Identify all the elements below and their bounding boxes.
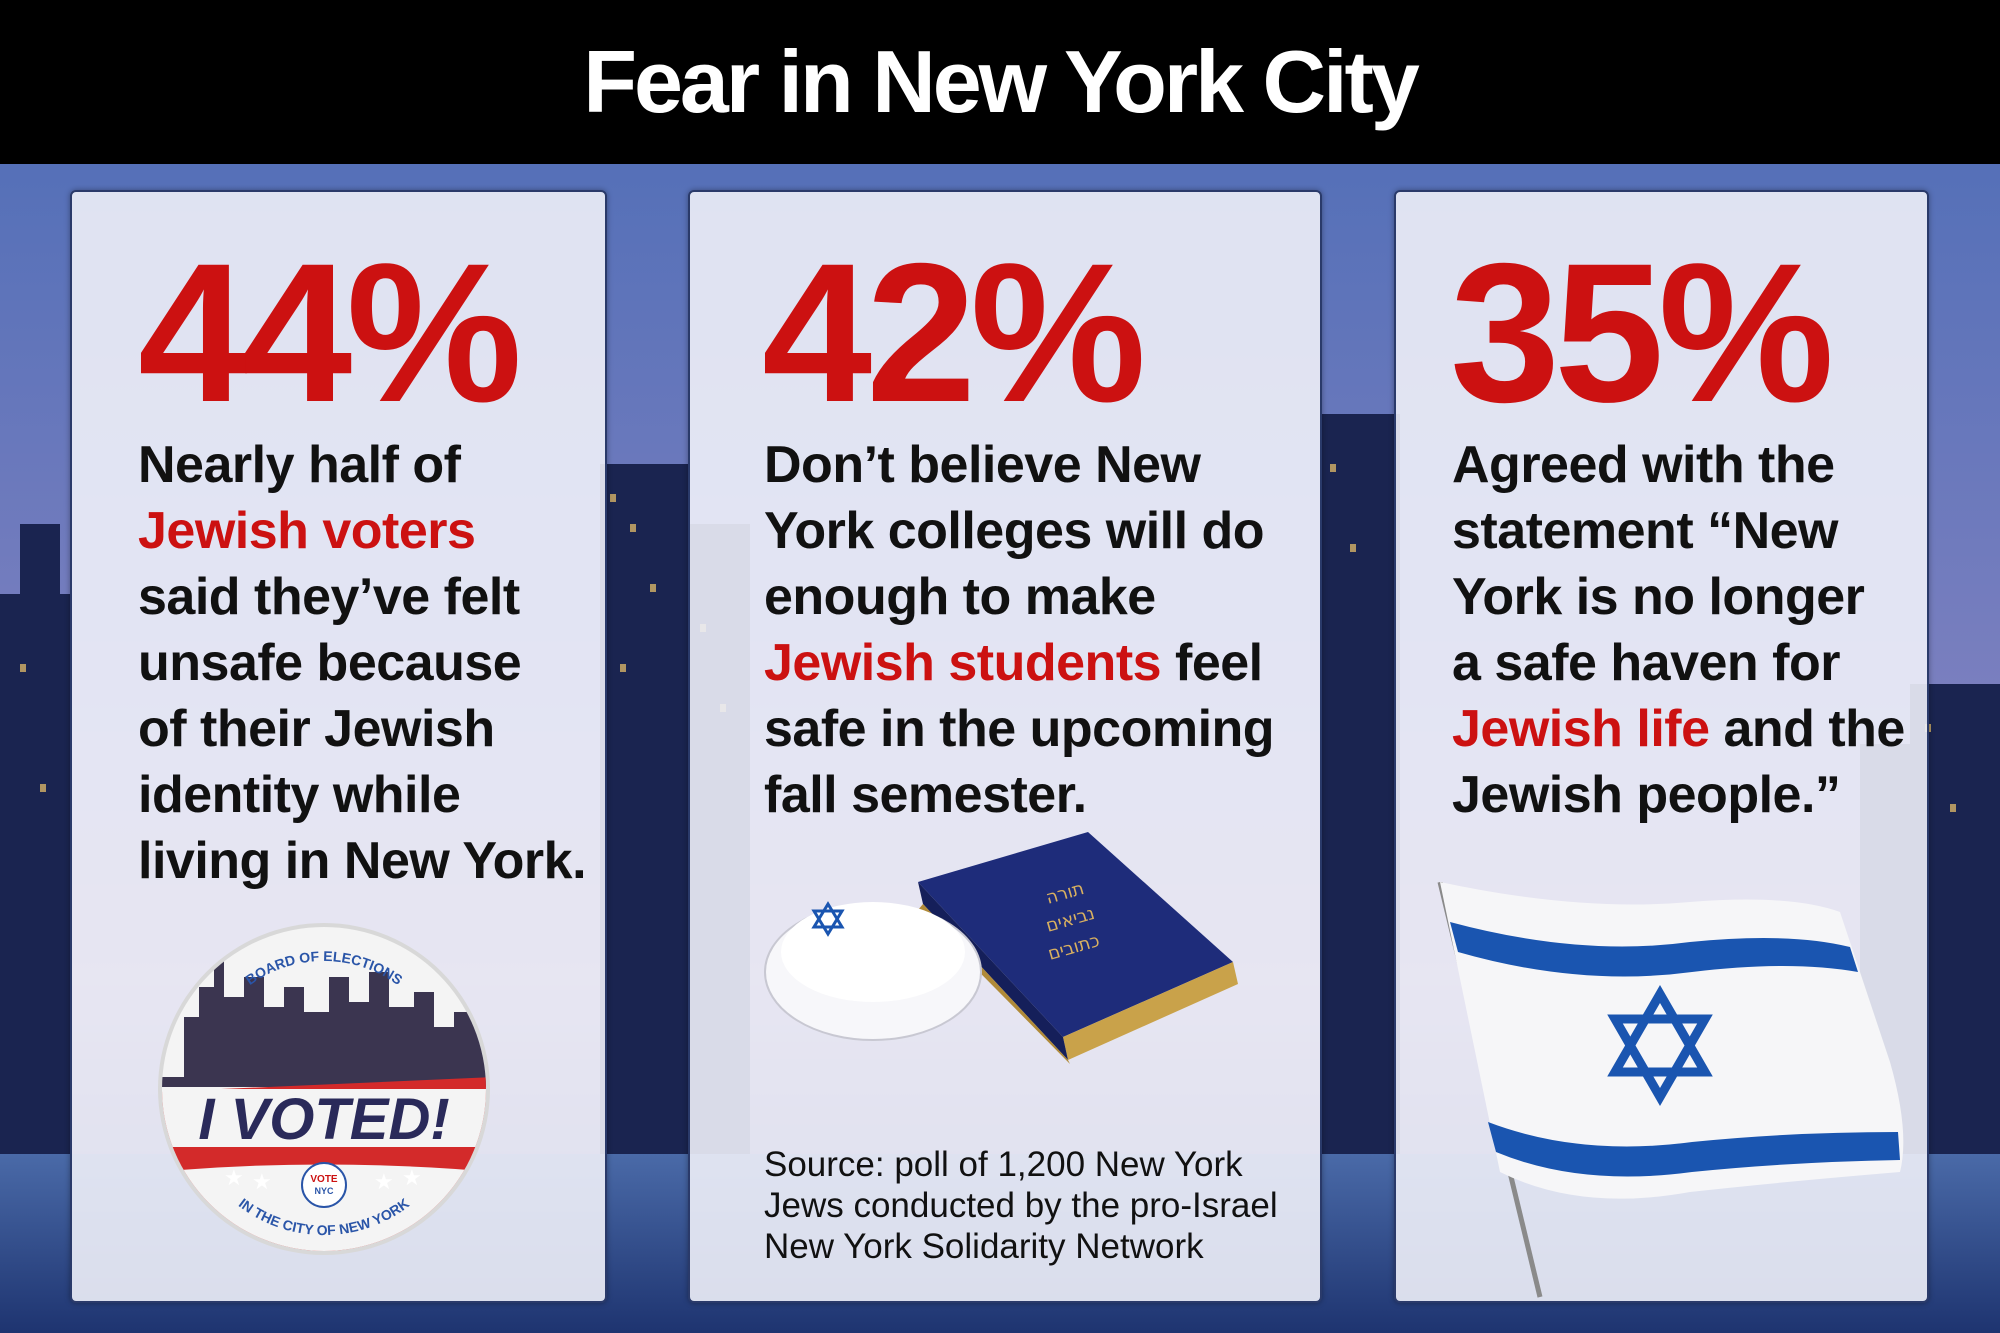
source-note: Source: poll of 1,200 New York Jews cond… (764, 1144, 1284, 1267)
text-line: statement “New (1452, 502, 1838, 560)
svg-text:★: ★ (402, 1165, 422, 1190)
text-line: Don’t believe New (764, 436, 1201, 494)
source-line: Source: poll of 1,200 New York (764, 1145, 1243, 1184)
text-fragment: feel (1161, 634, 1263, 692)
i-voted-sticker-icon: I VOTED! ★ ★ ★ ★ VOTE NYC BOARD OF ELECTION… (158, 923, 490, 1255)
text-line: fall semester. (764, 766, 1087, 824)
text-line: York is no longer (1452, 568, 1865, 626)
stat-percent: 44% (138, 222, 522, 443)
page-title: Fear in New York City (583, 32, 1420, 131)
stat-description: Don’t believe New York colleges will do … (764, 432, 1275, 828)
text-line: enough to make (764, 568, 1156, 626)
text-line: living in New York. (138, 832, 587, 890)
text-line: Agreed with the (1452, 436, 1835, 494)
text-line: a safe haven for (1452, 634, 1840, 692)
highlight-text: Jewish voters (138, 502, 476, 560)
sticker-main-text: I VOTED! (198, 1087, 449, 1152)
text-line: safe in the upcoming (764, 700, 1275, 758)
stat-card-voters: 44% Nearly half of Jewish voters said th… (70, 190, 607, 1303)
text-line: unsafe because (138, 634, 522, 692)
stat-percent: 35% (1450, 222, 1834, 443)
svg-text:★: ★ (224, 1165, 244, 1190)
svg-text:★: ★ (374, 1169, 394, 1194)
text-line: said they’ve felt (138, 568, 520, 626)
page-header: Fear in New York City (0, 0, 2000, 164)
text-fragment: and the (1709, 700, 1905, 758)
stat-card-students: 42% Don’t believe New York colleges will… (688, 190, 1322, 1303)
text-line: Jewish life and the (1452, 696, 1905, 762)
text-line: of their Jewish (138, 700, 495, 758)
kippah-and-book-icon: תורה נביאים כתובים (764, 832, 1238, 1064)
source-line: Jews conducted by the pro-Israel (764, 1186, 1278, 1225)
stat-percent: 42% (762, 222, 1146, 443)
israel-flag-icon (1437, 882, 1904, 1298)
stat-description: Nearly half of Jewish voters said they’v… (138, 432, 587, 894)
highlight-text: Jewish students (764, 634, 1162, 692)
stat-description: Agreed with the statement “New York is n… (1452, 432, 1905, 828)
text-line: identity while (138, 766, 461, 824)
svg-text:★: ★ (252, 1169, 272, 1194)
text-line: Jewish students feel (764, 630, 1274, 696)
stat-card-safe-haven: 35% Agreed with the statement “New York … (1394, 190, 1929, 1303)
source-line: New York Solidarity Network (764, 1227, 1204, 1266)
text-line: York colleges will do (764, 502, 1265, 560)
highlight-text: Jewish life (1452, 700, 1710, 758)
badge-text: VOTE (310, 1174, 338, 1185)
text-line: Jewish people.” (1452, 766, 1841, 824)
badge-text: NYC (314, 1186, 334, 1196)
text-line: Nearly half of (138, 436, 461, 494)
